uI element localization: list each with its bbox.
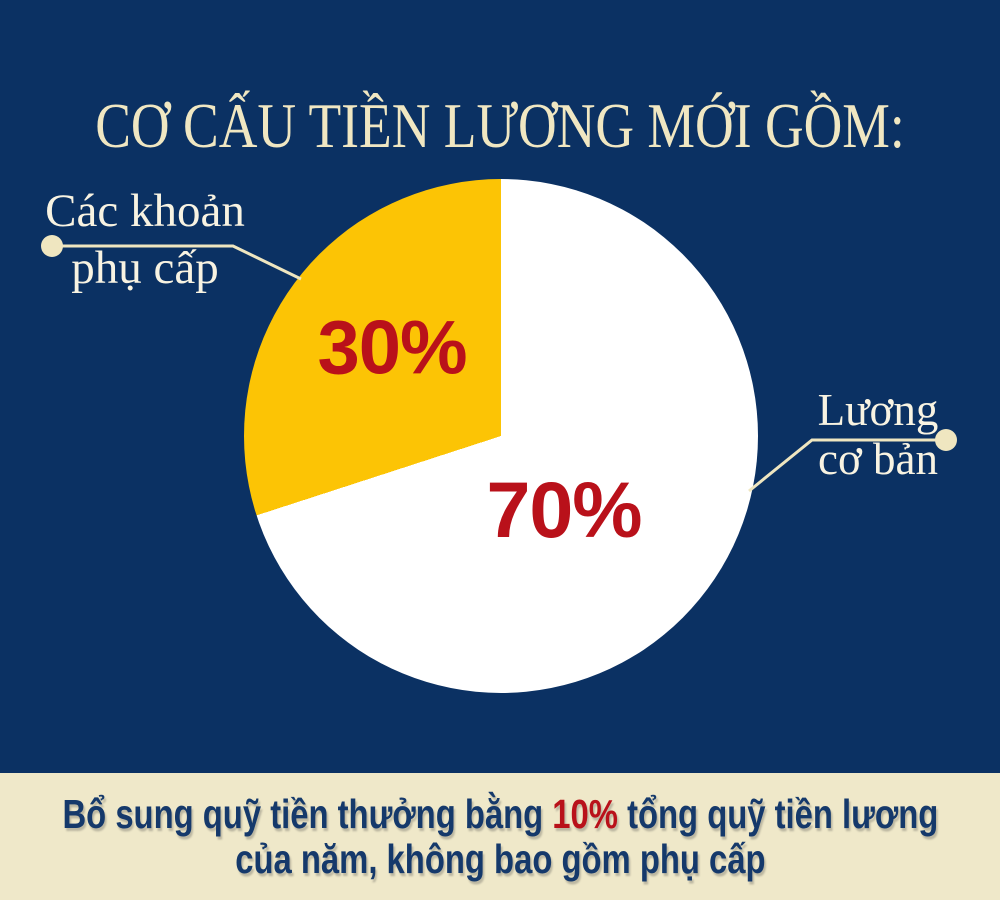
- footer-note-line1-suffix: tổng quỹ tiền lương: [617, 790, 938, 837]
- page-title: CƠ CẤU TIỀN LƯƠNG MỚI GỒM:: [95, 91, 905, 162]
- slice-value-allowance: 30%: [317, 305, 467, 391]
- footer-note-line1: Bổ sung quỹ tiền thưởng bằng 10% tổng qu…: [62, 790, 938, 837]
- footer-note-line1-prefix: Bổ sung quỹ tiền thưởng bằng: [62, 790, 552, 837]
- footer-note-line2: của năm, không bao gồm phụ cấp: [234, 835, 766, 882]
- label-allowances: Các khoản phụ cấp: [15, 183, 275, 297]
- label-base-salary: Lương cơ bản: [778, 386, 978, 484]
- slice-value-base-salary: 70%: [486, 465, 642, 554]
- footer-note-highlight: 10%: [551, 790, 618, 837]
- footer-note-band: Bổ sung quỹ tiền thưởng bằng 10% tổng qu…: [0, 773, 1000, 900]
- label-allowances-line2: phụ cấp: [71, 242, 219, 294]
- footer-note-text: Bổ sung quỹ tiền thưởng bằng 10% tổng qu…: [62, 790, 938, 882]
- pie-chart: [244, 179, 758, 693]
- label-base-salary-line2: cơ bản: [818, 434, 938, 484]
- label-base-salary-line1: Lương: [817, 385, 939, 435]
- label-allowances-line1: Các khoản: [45, 185, 245, 237]
